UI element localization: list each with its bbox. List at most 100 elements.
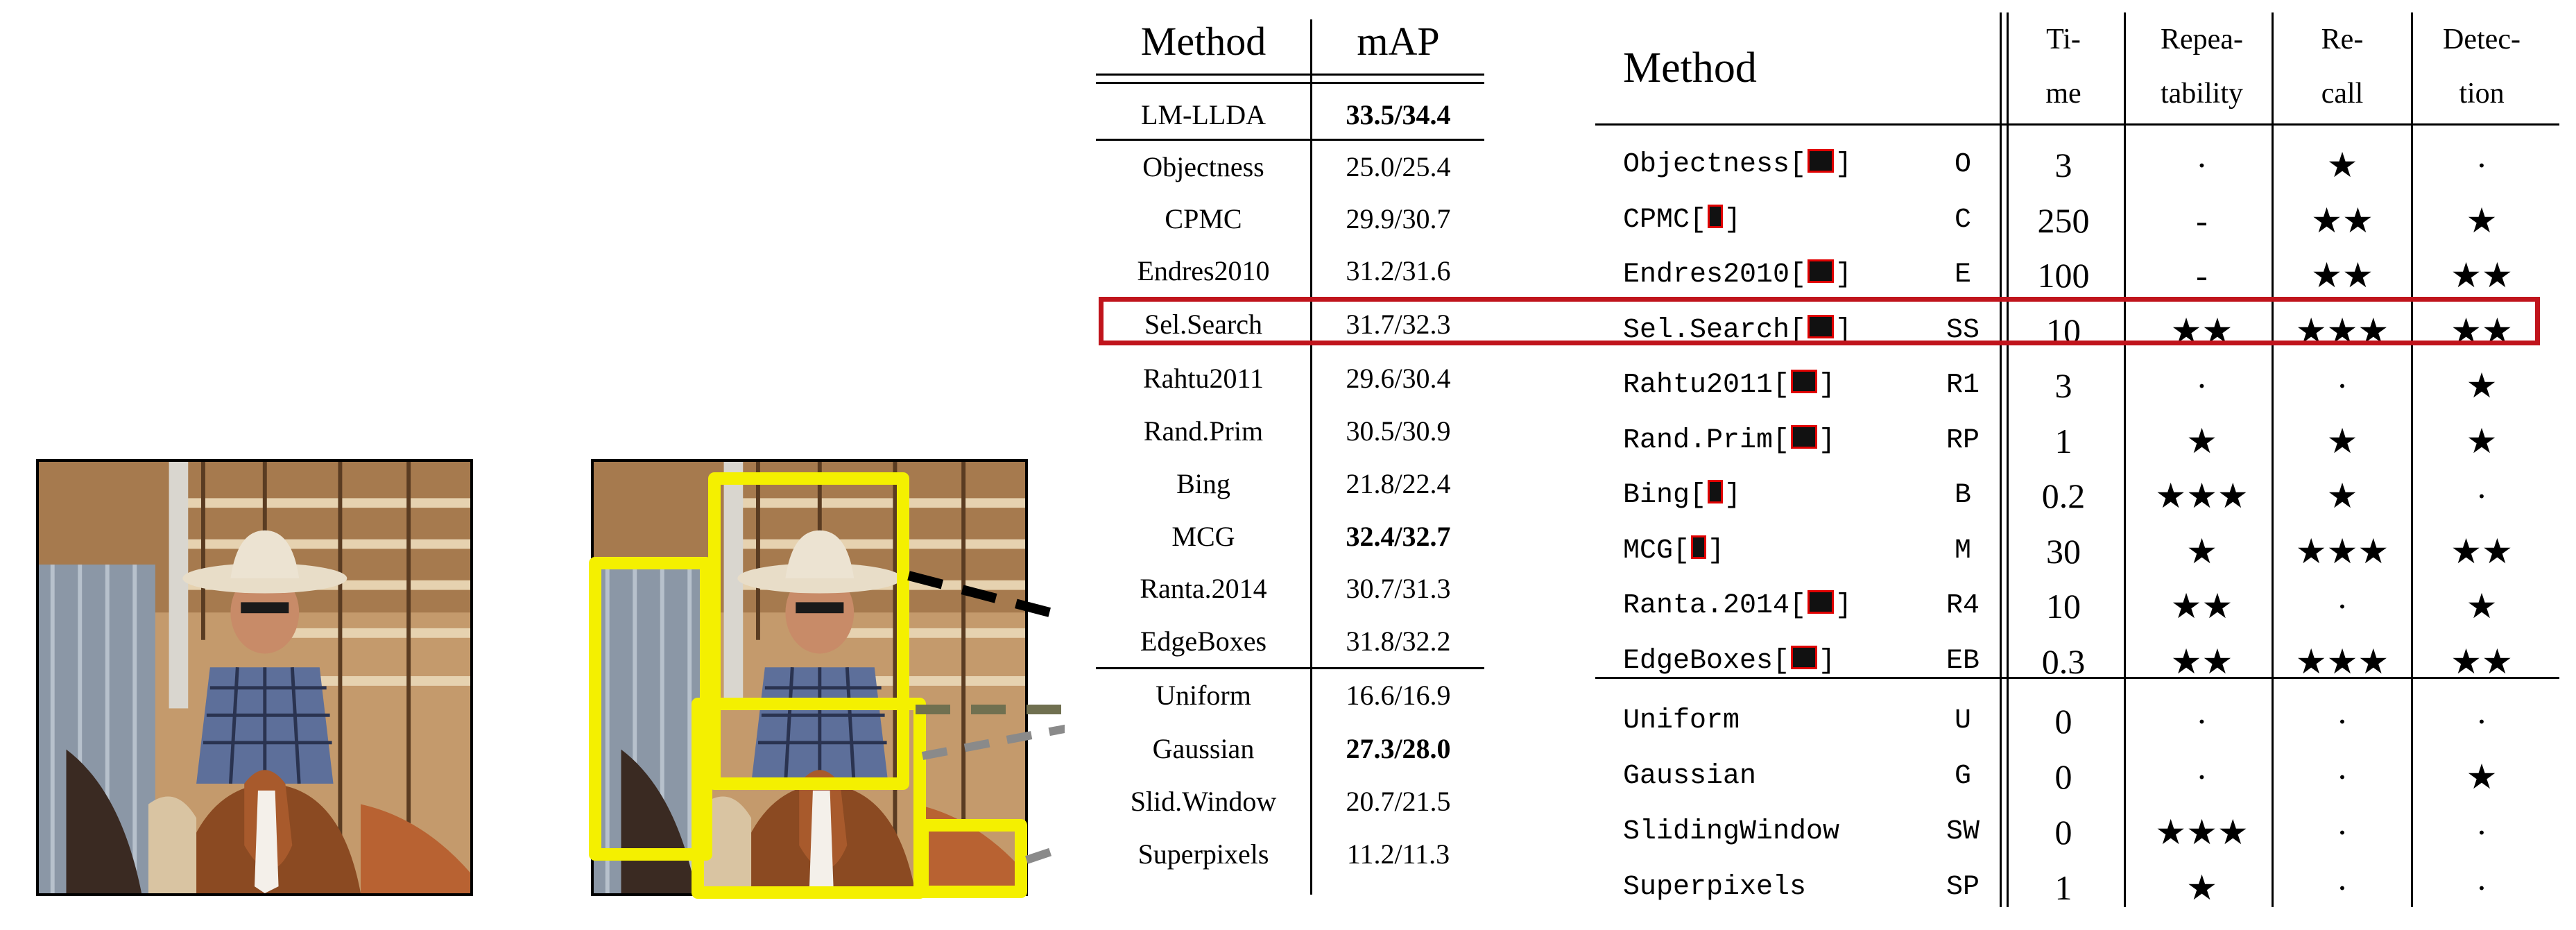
repeatability-cell: ★ [2186, 421, 2217, 460]
repeatability-cell: · [2196, 146, 2208, 184]
table-row: Gaussian G 0 · · ★ [1595, 749, 2559, 804]
detection-cell: · [2475, 702, 2488, 741]
method-name-cell: MCG[] [1623, 535, 1725, 567]
repeatability-cell: · [2196, 366, 2208, 405]
abbreviation-cell: RP [1946, 424, 1980, 456]
table-row: CPMC 29.9/30.7 [1096, 193, 1484, 246]
table-row: Rahtu2011 29.6/30.4 [1096, 352, 1484, 405]
time-cell: 0.2 [2041, 476, 2086, 515]
map-header: mAP [1357, 19, 1440, 64]
table-row: Gaussian 27.3/28.0 [1096, 723, 1484, 775]
method-name-cell: Ranta.2014[] [1623, 590, 1853, 621]
table-row: Rahtu2011[] R1 3 · · ★ [1595, 358, 2559, 413]
method-name-cell: Rand.Prim[] [1623, 424, 1836, 456]
citation-marker[interactable] [1808, 590, 1835, 614]
map-table-header: Method mAP [1096, 12, 1484, 65]
method-cell: Slid.Window [1130, 786, 1277, 817]
time-header: Ti-me [2045, 24, 2081, 110]
time-cell: 0 [2054, 702, 2072, 741]
detection-cell: ★★ [2450, 641, 2513, 681]
citation-marker[interactable] [1791, 645, 1818, 669]
map-cell: 31.7/32.3 [1346, 309, 1451, 340]
recall-cell: · [2336, 813, 2349, 852]
table-row: Sel.Search 31.7/32.3 [1096, 298, 1484, 351]
citation-marker[interactable] [1708, 204, 1724, 228]
proposal-properties-table: Method Ti-me Repea-tability Re-call Dete… [1595, 12, 2559, 907]
recall-cell: · [2336, 366, 2349, 405]
method-cell: Superpixels [1137, 838, 1269, 870]
time-cell: 0 [2054, 813, 2072, 852]
repeatability-header: Repea-tability [2161, 24, 2243, 110]
method-cell: Bing [1176, 468, 1230, 499]
method-name-cell: Superpixels [1623, 872, 1807, 903]
citation-marker[interactable] [1791, 370, 1818, 394]
time-cell: 0 [2054, 757, 2072, 796]
selective-search-highlight-box [1099, 297, 2540, 345]
map-cell: 33.5/34.4 [1346, 99, 1451, 130]
detection-cell: ★ [2466, 587, 2498, 626]
detection-cell: · [2475, 146, 2488, 184]
method-header: Method [1140, 19, 1266, 64]
table-row: EdgeBoxes 31.8/32.2 [1096, 615, 1484, 668]
map-cell: 30.5/30.9 [1346, 415, 1451, 447]
table-row: Endres2010[] E 100 - ★★ ★★ [1595, 248, 2559, 303]
method-cell: Objectness [1142, 151, 1264, 182]
map-cell: 16.6/16.9 [1346, 680, 1451, 711]
method-cell: Uniform [1156, 680, 1251, 711]
table-row: Superpixels 11.2/11.3 [1096, 828, 1484, 881]
time-cell: 1 [2054, 421, 2072, 460]
abbreviation-cell: R1 [1946, 370, 1980, 401]
map-cell: 11.2/11.3 [1346, 838, 1450, 870]
recall-cell: · [2336, 587, 2349, 626]
repeatability-cell: ★★ [2170, 641, 2233, 681]
table-row: Rand.Prim 30.5/30.9 [1096, 405, 1484, 458]
abbreviation-cell: M [1954, 535, 1971, 567]
method-cell: MCG [1171, 521, 1235, 552]
map-cell: 29.9/30.7 [1346, 203, 1451, 234]
recall-cell: ★★★ [2295, 641, 2389, 681]
method-name-cell: EdgeBoxes[] [1623, 645, 1836, 677]
table-row: Uniform U 0 · · · [1595, 694, 2559, 749]
method-cell: Gaussian [1152, 733, 1255, 764]
detection-cell: · [2475, 868, 2488, 907]
recall-cell: · [2336, 868, 2349, 907]
table-row: Endres2010 31.2/31.6 [1096, 245, 1484, 298]
repeatability-cell: ★ [2186, 868, 2217, 907]
abbreviation-cell: G [1954, 761, 1971, 792]
method-name-cell: Bing[] [1623, 480, 1742, 511]
table-row: Ranta.2014 30.7/31.3 [1096, 562, 1484, 615]
abbreviation-cell: O [1954, 149, 1971, 180]
method-cell: Endres2010 [1137, 255, 1270, 286]
table-row: MCG 32.4/32.7 [1096, 510, 1484, 563]
abbreviation-cell: EB [1946, 645, 1980, 677]
citation-marker[interactable] [1791, 424, 1818, 449]
method-cell: Rand.Prim [1143, 415, 1264, 447]
detection-cell: ★ [2466, 421, 2498, 460]
recall-cell: · [2336, 702, 2349, 741]
time-cell: 100 [2037, 256, 2090, 295]
method-cell: Sel.Search [1144, 309, 1262, 340]
method-name-cell: CPMC[] [1623, 204, 1742, 236]
table-row: Ranta.2014[] R4 10 ★★ · ★ [1595, 578, 2559, 634]
method-cell: LM-LLDA [1141, 99, 1266, 130]
detection-cell: ★ [2466, 366, 2498, 405]
citation-marker[interactable] [1808, 259, 1835, 284]
time-cell: 30 [2046, 531, 2081, 571]
repeatability-cell: ★ [2186, 531, 2217, 571]
detection-cell: ★ [2466, 757, 2498, 796]
map-cell: 21.8/22.4 [1346, 468, 1451, 499]
citation-marker[interactable] [1708, 480, 1724, 504]
detection-cell: ★★ [2450, 531, 2513, 571]
method-name-cell: Rahtu2011[] [1623, 370, 1836, 401]
citation-marker[interactable] [1691, 535, 1707, 559]
table-row: Bing[] B 0.2 ★★★ ★ · [1595, 468, 2559, 524]
citation-marker[interactable] [1808, 314, 1835, 338]
abbreviation-cell: R4 [1946, 590, 1980, 621]
map-cell: 32.4/32.7 [1346, 521, 1451, 552]
recall-header: Re-call [2321, 24, 2364, 110]
map-cell: 27.3/28.0 [1346, 733, 1451, 764]
citation-marker[interactable] [1808, 149, 1835, 173]
method-cell: CPMC [1165, 203, 1242, 234]
abbreviation-cell: SW [1946, 816, 1980, 847]
recall-cell: ★ [2326, 421, 2358, 460]
